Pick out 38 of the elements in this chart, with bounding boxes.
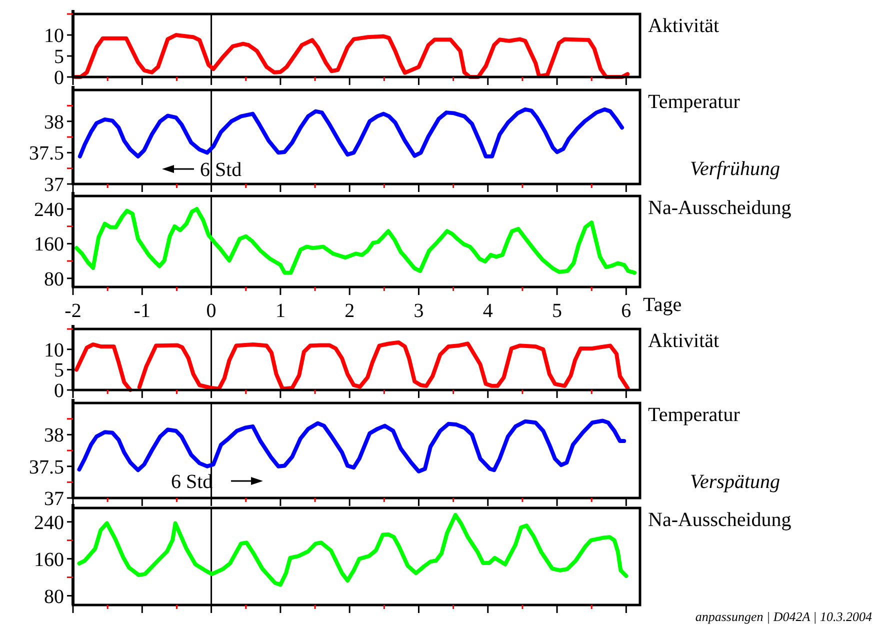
y-tick-label: 160: [34, 234, 64, 256]
y-tick-label: 80: [44, 586, 64, 608]
text: Verspätung: [690, 471, 780, 493]
text: Aktivität: [648, 330, 720, 352]
x-tick-label: 1: [275, 300, 286, 322]
x-tick-label: 5: [552, 300, 562, 322]
text: Aktivität: [648, 15, 720, 37]
y-tick-label: 37.5: [29, 142, 64, 165]
y-tick-label: 5: [54, 46, 64, 68]
y-tick-label: 0: [54, 380, 64, 402]
y-tick-label: 240: [34, 199, 64, 221]
y-tick-label: 38: [44, 111, 64, 134]
x-tick-label: 0: [206, 300, 216, 322]
x-axis-title: Tage: [643, 294, 682, 316]
y-tick-label: 10: [44, 339, 64, 362]
text: Temperatur: [648, 404, 740, 426]
x-tick-label: 6: [621, 300, 632, 322]
x-tick-label: -2: [64, 300, 82, 322]
x-tick-label: -1: [134, 300, 150, 322]
y-tick-label: 80: [44, 268, 64, 290]
annotation: 6 Std: [200, 159, 242, 181]
text: Na-Ausscheidung: [648, 197, 792, 219]
x-tick-label: 3: [414, 300, 424, 322]
text: Temperatur: [648, 91, 740, 113]
y-tick-label: 37: [44, 174, 64, 196]
y-tick-label: 5: [54, 360, 64, 382]
y-tick-label: 160: [34, 548, 64, 571]
y-tick-label: 37.5: [29, 456, 64, 478]
y-tick-label: 37: [44, 488, 64, 510]
text: anpassungen | D042A | 10.3.2004: [695, 609, 872, 624]
y-tick-label: 38: [44, 424, 64, 447]
y-tick-label: 240: [34, 512, 64, 534]
y-tick-label: 10: [44, 25, 64, 47]
x-tick-label: 4: [482, 300, 493, 322]
text: Na-Ausscheidung: [648, 509, 792, 531]
x-tick-label: 2: [344, 300, 355, 322]
text: Verfrühung: [690, 158, 780, 180]
y-tick-label: 0: [54, 67, 64, 89]
